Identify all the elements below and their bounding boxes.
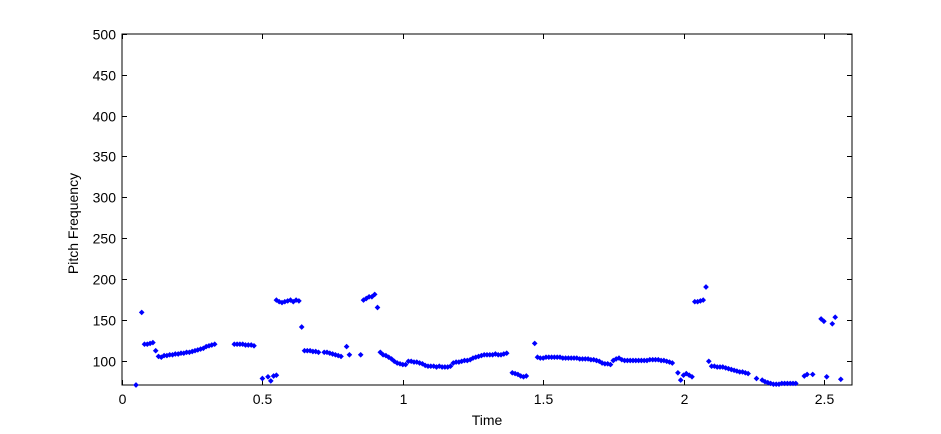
data-point bbox=[675, 369, 681, 376]
y-tick-label: 500 bbox=[93, 27, 117, 43]
y-tick-label: 450 bbox=[93, 68, 117, 84]
x-tick-label: 1.5 bbox=[534, 391, 554, 407]
data-point bbox=[703, 284, 709, 290]
data-point bbox=[251, 342, 257, 349]
x-tick-label: 1 bbox=[400, 391, 408, 407]
data-point bbox=[804, 371, 810, 378]
data-point bbox=[150, 339, 156, 346]
data-points bbox=[133, 284, 844, 388]
data-point bbox=[374, 304, 381, 311]
data-point bbox=[265, 373, 271, 380]
data-point bbox=[829, 320, 836, 327]
y-axis-label: Pitch Frequency bbox=[65, 173, 81, 274]
data-point bbox=[523, 373, 530, 379]
plot-box bbox=[121, 33, 853, 386]
data-point bbox=[837, 376, 844, 383]
data-point bbox=[700, 297, 707, 303]
y-tick-label: 350 bbox=[93, 149, 117, 165]
y-tick-label: 250 bbox=[93, 231, 117, 247]
axis-ticks bbox=[122, 34, 852, 385]
data-point bbox=[646, 356, 653, 363]
data-point bbox=[357, 351, 364, 358]
data-point bbox=[273, 372, 280, 379]
data-point bbox=[298, 324, 305, 330]
data-point bbox=[138, 309, 145, 316]
axis-tick-labels: 0 0.5 1 1.5 2 2.5 100 150 200 250 300 350 400 450 500 bbox=[93, 27, 835, 408]
data-point bbox=[152, 347, 159, 354]
y-tick-label: 300 bbox=[93, 190, 117, 206]
data-point bbox=[172, 351, 179, 357]
x-axis-label: Time bbox=[472, 412, 503, 428]
data-point bbox=[211, 341, 218, 348]
data-point bbox=[503, 350, 510, 357]
x-tick-label: 0 bbox=[119, 391, 127, 407]
data-point bbox=[427, 363, 434, 370]
x-tick-label: 2.5 bbox=[815, 391, 835, 407]
y-tick-label: 100 bbox=[93, 354, 117, 370]
y-tick-label: 150 bbox=[93, 313, 117, 329]
data-point bbox=[267, 378, 274, 384]
data-point bbox=[343, 343, 350, 350]
data-point bbox=[338, 353, 344, 360]
data-point bbox=[792, 380, 799, 387]
data-point bbox=[669, 360, 676, 366]
data-point bbox=[753, 375, 760, 382]
data-point bbox=[537, 355, 544, 361]
data-point bbox=[821, 318, 827, 325]
data-point bbox=[346, 351, 353, 358]
data-point bbox=[705, 358, 712, 365]
data-point bbox=[447, 363, 454, 370]
data-point bbox=[531, 340, 538, 347]
data-point bbox=[371, 291, 378, 298]
data-point bbox=[745, 370, 751, 377]
data-point bbox=[689, 373, 695, 380]
data-point bbox=[607, 361, 614, 368]
data-point bbox=[402, 361, 409, 368]
data-point bbox=[259, 375, 266, 382]
data-point bbox=[677, 377, 684, 383]
x-tick-label: 0.5 bbox=[253, 391, 273, 407]
y-tick-label: 200 bbox=[93, 272, 117, 288]
data-point bbox=[245, 342, 252, 348]
plot-area bbox=[121, 33, 853, 386]
data-point bbox=[809, 371, 816, 378]
x-tick-label: 2 bbox=[681, 391, 689, 407]
data-point bbox=[832, 314, 839, 321]
data-point bbox=[296, 298, 302, 304]
y-tick-label: 400 bbox=[93, 109, 117, 125]
data-point bbox=[823, 373, 830, 380]
data-point bbox=[315, 349, 322, 356]
data-point bbox=[133, 382, 139, 388]
